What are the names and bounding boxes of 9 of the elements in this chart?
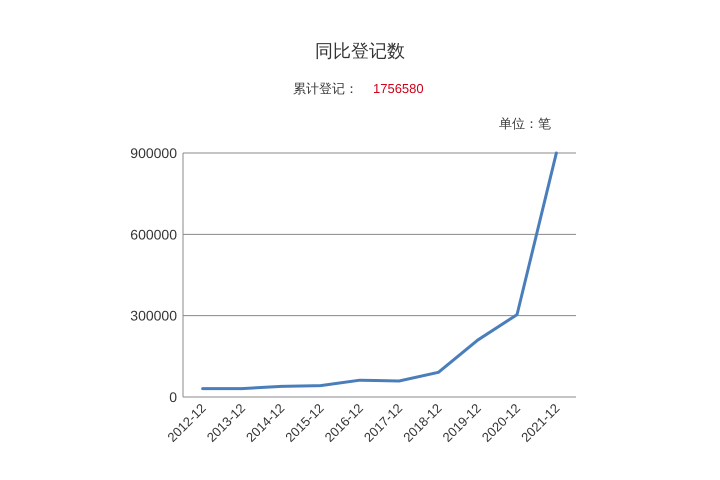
chart-subtitle: 累计登记： [293,81,358,96]
y-tick-label: 600000 [130,226,178,242]
y-tick-label: 900000 [130,145,178,161]
text: 单位：笔 [499,116,551,131]
line-series [201,152,558,390]
chart-title: 同比登记数 [315,41,405,61]
y-tick-label: 300000 [130,308,178,324]
text: 1756580 [373,81,424,96]
y-tick-label: 0 [169,389,178,405]
